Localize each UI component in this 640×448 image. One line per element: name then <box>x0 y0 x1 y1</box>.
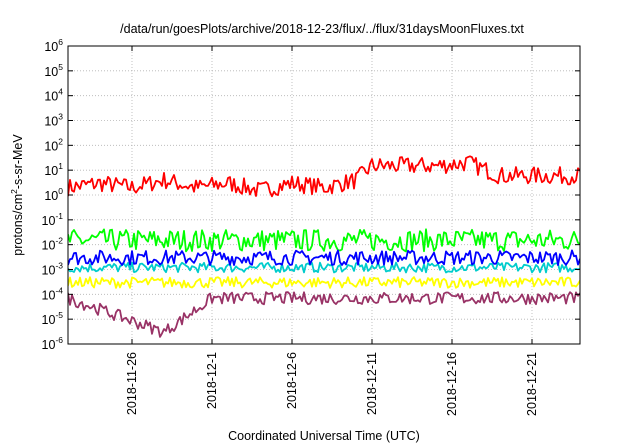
y-tick-label: 10-1 <box>42 211 64 228</box>
x-tick-label: 2018-12-6 <box>285 352 299 409</box>
y-tick-exp: 6 <box>58 37 63 47</box>
x-tick-label: 2018-12-16 <box>445 352 459 416</box>
y-tick-exp: -2 <box>55 236 63 246</box>
y-tick-base: 10 <box>42 264 56 278</box>
y-tick-label: 10-5 <box>42 310 64 327</box>
chart-title: /data/run/goesPlots/archive/2018-12-23/f… <box>120 22 524 36</box>
y-tick-exp: -1 <box>55 211 63 221</box>
y-axis-label-rest: -s-sr-MeV <box>11 134 25 190</box>
y-tick-label: 10-6 <box>42 335 64 352</box>
y-axis-label-sup: 2 <box>9 189 19 194</box>
y-tick-label: 100 <box>44 186 63 203</box>
y-tick-exp: 2 <box>58 136 63 146</box>
y-axis: 10-610-510-410-310-210-11001011021031041… <box>42 37 580 352</box>
x-tick-label: 2018-11-26 <box>125 352 139 415</box>
y-tick-label: 10-2 <box>42 236 64 253</box>
series-line-5 <box>68 276 580 289</box>
y-tick-label: 103 <box>44 112 63 129</box>
y-tick-exp: 5 <box>58 62 63 72</box>
y-tick-label: 10-3 <box>42 261 64 278</box>
y-tick-exp: -4 <box>55 285 63 295</box>
y-tick-base: 10 <box>42 214 56 228</box>
y-tick-exp: 3 <box>58 112 63 122</box>
y-tick-base: 10 <box>42 313 56 327</box>
y-tick-exp: -3 <box>55 261 63 271</box>
y-tick-label: 10-4 <box>42 285 64 302</box>
y-tick-base: 10 <box>44 65 58 79</box>
y-tick-label: 102 <box>44 136 63 153</box>
grid <box>68 46 580 344</box>
x-axis-label: Coordinated Universal Time (UTC) <box>228 429 420 443</box>
series-line-2 <box>68 228 580 253</box>
y-tick-label: 104 <box>44 87 63 104</box>
series-line-4 <box>68 249 580 266</box>
x-axis: 2018-11-26 2018-12-1 2018-12-6 2018-12-11 20… <box>125 46 539 416</box>
y-tick-exp: 4 <box>58 87 63 97</box>
y-tick-base: 10 <box>42 288 56 302</box>
y-tick-base: 10 <box>44 139 58 153</box>
y-axis-label-base: protons/cm <box>11 194 25 256</box>
series-line-1 <box>68 155 580 198</box>
y-tick-label: 106 <box>44 37 63 54</box>
series-layer <box>68 155 580 338</box>
x-tick-label: 2018-12-21 <box>525 352 539 416</box>
series-line-3 <box>68 261 580 274</box>
y-tick-base: 10 <box>44 164 58 178</box>
y-tick-exp: -5 <box>55 310 63 320</box>
x-tick-label: 2018-12-11 <box>365 352 379 415</box>
series-line-6 <box>68 291 580 338</box>
y-axis-label: protons/cm2-s-sr-MeV <box>9 134 25 256</box>
y-tick-base: 10 <box>44 115 58 129</box>
y-tick-base: 10 <box>42 338 56 352</box>
plot-area <box>67 45 581 345</box>
y-tick-base: 10 <box>44 90 58 104</box>
y-tick-label: 105 <box>44 62 63 79</box>
y-tick-base: 10 <box>44 40 58 54</box>
y-tick-base: 10 <box>42 239 56 253</box>
x-tick-label: 2018-12-1 <box>205 352 219 409</box>
y-tick-exp: -6 <box>55 335 63 345</box>
y-tick-exp: 1 <box>58 161 63 171</box>
y-tick-label: 101 <box>44 161 63 178</box>
y-tick-base: 10 <box>44 189 58 203</box>
y-tick-exp: 0 <box>58 186 63 196</box>
